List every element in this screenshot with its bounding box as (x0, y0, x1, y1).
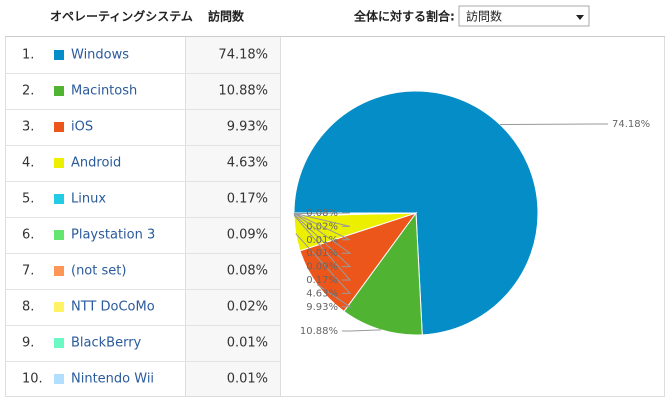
rank: 4. (22, 156, 34, 171)
rank: 9. (22, 336, 34, 351)
os-name[interactable]: Playstation 3 (71, 228, 155, 243)
legend-swatch (54, 266, 64, 276)
rank: 10. (22, 372, 43, 387)
visits-value: 0.08% (227, 264, 268, 279)
leader-line (342, 329, 382, 332)
value-column-bg (186, 37, 280, 396)
rank: 5. (22, 192, 34, 207)
visits-value: 0.09% (227, 228, 268, 243)
os-name[interactable]: BlackBerry (71, 336, 142, 351)
pie-slice (343, 211, 423, 336)
leader-line (293, 212, 352, 254)
leader-line (293, 214, 352, 281)
rank: 8. (22, 300, 34, 315)
os-column-header: オペレーティングシステム (50, 9, 193, 24)
rank: 1. (22, 48, 34, 63)
rank: 7. (22, 264, 34, 279)
dropdown-text[interactable]: 訪問数 (466, 9, 502, 24)
pie-label: 9.93% (306, 302, 338, 313)
rank: 6. (22, 228, 34, 243)
os-name[interactable]: NTT DoCoMo (71, 300, 155, 315)
legend-swatch (54, 338, 64, 348)
legend-swatch (54, 50, 64, 60)
ratio-label: 全体に対する割合: (353, 9, 455, 24)
dropdown-arrow[interactable] (576, 15, 584, 20)
rank: 2. (22, 84, 34, 99)
os-name[interactable]: iOS (71, 120, 93, 135)
leader-line (293, 212, 351, 227)
legend-swatch (54, 230, 64, 240)
os-name[interactable]: Macintosh (71, 84, 137, 99)
leader-line (295, 233, 352, 294)
visits-value: 10.88% (218, 84, 268, 99)
pie-label: 10.88% (300, 326, 338, 337)
os-name[interactable]: Android (71, 156, 121, 171)
leader-line (500, 123, 608, 126)
legend-swatch (54, 194, 64, 204)
leader-line (293, 213, 352, 268)
pie-label: 0.17% (306, 275, 338, 286)
pie-label: 0.01% (306, 235, 338, 246)
os-name[interactable]: Windows (71, 48, 129, 63)
os-name[interactable]: (not set) (71, 264, 126, 279)
legend-swatch (54, 122, 64, 132)
legend-swatch (54, 158, 64, 168)
visits-value: 74.18% (218, 48, 268, 63)
visits-value: 0.01% (227, 372, 268, 387)
pie-label: 74.18% (612, 119, 650, 130)
visits-value: 0.17% (227, 192, 268, 207)
rank: 3. (22, 120, 34, 135)
pie-label: 0.01% (306, 248, 338, 259)
leader-line (293, 212, 351, 241)
visits-value: 0.02% (227, 300, 268, 315)
visits-column-header: 訪問数 (208, 9, 245, 24)
legend-swatch (54, 86, 64, 96)
visits-value: 9.93% (227, 120, 268, 135)
pie-label: 0.09% (306, 262, 338, 273)
visits-value: 0.01% (227, 336, 268, 351)
pie-label: 4.63% (306, 288, 338, 299)
leader-line (293, 212, 351, 215)
legend-swatch (54, 302, 64, 312)
leader-line (316, 284, 352, 308)
pie-label: 0.08% (306, 208, 338, 219)
legend-swatch (54, 374, 64, 384)
dropdown[interactable] (458, 5, 590, 27)
visits-value: 4.63% (227, 156, 268, 171)
os-name[interactable]: Linux (71, 192, 106, 207)
os-name[interactable]: Nintendo Wii (71, 372, 154, 387)
